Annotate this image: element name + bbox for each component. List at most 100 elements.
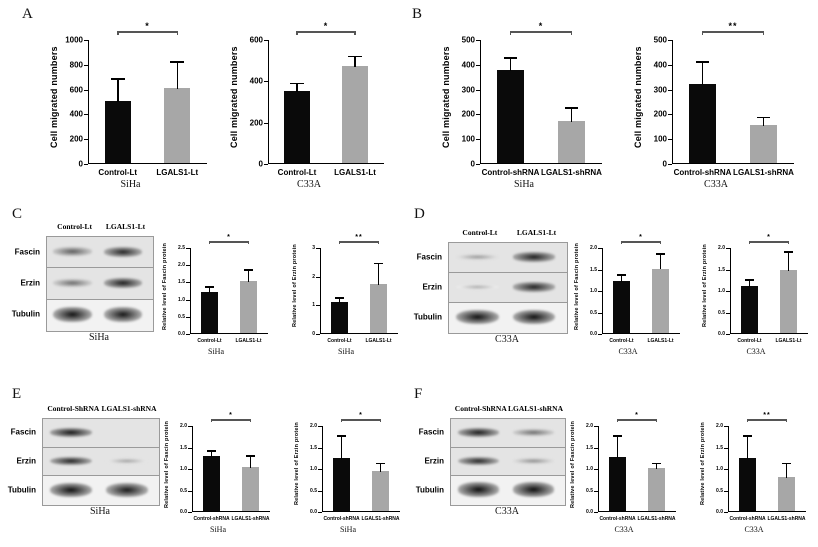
blot-band (50, 456, 92, 466)
chart-caption: C33A (704, 179, 728, 190)
y-axis-tick-label: 100 (461, 134, 475, 144)
significance-bracket (297, 31, 355, 33)
y-axis-tick-label: 400 (249, 76, 263, 86)
y-axis-tick (668, 64, 672, 66)
blot-caption: C33A (495, 334, 519, 345)
y-axis-tick-label: 1.0 (716, 466, 723, 472)
plot-area: 0 200 400 600 Control-Lt LGALS1-Lt * (250, 22, 384, 177)
error-bar (249, 455, 252, 469)
y-axis-tick-label: 0.5 (590, 309, 597, 316)
y-axis-tick (186, 316, 190, 318)
blot-e: Control-ShRNA LGALS1-shRNA Fascin Erzin Tubu… (8, 404, 160, 518)
bar (738, 458, 757, 511)
significance-bracket-tick (748, 241, 751, 244)
significance-bracket-tick (340, 419, 343, 422)
error-bar (787, 251, 790, 271)
blot-row-label: Tubulin (11, 309, 40, 319)
error-bar-cap (206, 450, 217, 452)
significance-bracket-tick (655, 419, 658, 422)
chart-c-fascin: Relative level of Fascin protein 0.0 0.5 1.… (160, 232, 272, 360)
y-axis-tick (318, 447, 322, 449)
chart-caption: C33A (614, 525, 634, 534)
blot-band (104, 278, 143, 288)
error-bar-cap (781, 462, 792, 465)
x-axis (320, 333, 398, 334)
error-bar-cap (756, 116, 771, 119)
significance-marker: * (639, 234, 643, 241)
y-axis-tick (188, 447, 192, 449)
bar (647, 468, 666, 511)
y-axis-tick-label: 2.0 (586, 423, 593, 429)
y-axis-tick-label: 0.5 (310, 487, 317, 494)
blot-band (50, 482, 92, 497)
error-bar-cap (110, 78, 125, 80)
y-axis (192, 426, 193, 512)
error-bar (117, 78, 119, 102)
blot-row-label: Tubulin (7, 485, 36, 495)
y-axis-tick-label: 300 (461, 85, 475, 95)
y-axis-tick (318, 469, 322, 470)
blot-band (53, 278, 92, 287)
y-axis-tick (594, 447, 598, 449)
y-axis-tick (668, 40, 672, 41)
error-bar (655, 462, 658, 470)
x-axis-tick-label: Control-shRNA (599, 516, 636, 522)
y-axis-tick-label: 1.0 (590, 288, 597, 294)
significance-bracket (617, 419, 657, 421)
error-bar (620, 274, 623, 283)
bar (332, 458, 351, 511)
chart-c-erzin: Relative level of Erzin protein 0 1 2 3 Contr… (290, 232, 402, 360)
y-axis-tick-label: 0 (258, 159, 263, 169)
blot-caption: SiHa (89, 332, 109, 343)
y-axis-tick-label: 1000 (65, 35, 83, 45)
y-axis (730, 248, 731, 334)
x-axis (192, 511, 270, 512)
y-axis-tick (668, 164, 672, 165)
significance-bracket-tick (338, 241, 341, 244)
y-axis-tick (594, 426, 598, 427)
blot-band (512, 309, 556, 325)
y-axis-tick-label: 0.0 (586, 509, 593, 515)
significance-bracket (341, 419, 381, 421)
blot-row-label: Fascin (10, 427, 36, 437)
blot-row-label: Tubulin (413, 312, 442, 322)
y-axis-tick (316, 248, 320, 249)
significance-bracket-tick (785, 419, 788, 422)
error-bar (354, 55, 356, 67)
significance-bracket-tick (746, 419, 749, 422)
x-axis-tick-label: Control-Lt (327, 338, 352, 344)
plot-area: 0 200 400 600 800 1000 Control-Lt LGALS1-Lt * (65, 22, 207, 177)
blot-row-label: Erzin (20, 278, 40, 288)
panel-letter-e: E (12, 386, 22, 402)
blot-lane-header: LGALS1-Lt (516, 228, 557, 237)
chart-e-fascin: Relative level of Fascin protein 0.0 0.5 1.… (162, 410, 274, 538)
y-axis-tick-label: 0.0 (178, 331, 185, 337)
y-axis-tick-label: 0.5 (716, 487, 723, 494)
y-axis-tick (668, 139, 672, 141)
y-axis-tick (724, 469, 728, 470)
bar (342, 65, 368, 163)
blot-f: Control-ShRNA LGALS1-shRNA Fascin Erzin Tubu… (416, 404, 566, 518)
blot-lane-header: LGALS1-shRNA (507, 404, 564, 413)
blot-lane-header: Control-ShRNA (454, 404, 507, 413)
bar (202, 456, 221, 511)
error-bar-cap (336, 435, 347, 437)
chart-f-erzin: Relative level of Erzin protein 0.0 0.5 1.0… (698, 410, 810, 538)
chart-caption: C33A (618, 347, 638, 356)
y-axis-tick (726, 312, 730, 314)
blot-lane-header: Control-Lt (57, 222, 93, 231)
blot-band (457, 482, 499, 497)
y-axis (598, 426, 599, 512)
y-axis-tick-label: 300 (653, 85, 667, 95)
y-axis-tick (726, 248, 730, 249)
error-bar (616, 435, 619, 458)
y-axis-label: Relative level of Erzin protein (702, 244, 708, 328)
y-axis-tick-label: 1.5 (310, 444, 317, 451)
significance-bracket-tick (354, 31, 356, 35)
y-axis (480, 40, 481, 164)
y-axis-label: Relative level of Erzin protein (294, 422, 300, 506)
error-bar (785, 462, 788, 478)
bar (651, 268, 670, 333)
significance-bracket-tick (509, 31, 512, 35)
y-axis-tick (316, 305, 320, 307)
